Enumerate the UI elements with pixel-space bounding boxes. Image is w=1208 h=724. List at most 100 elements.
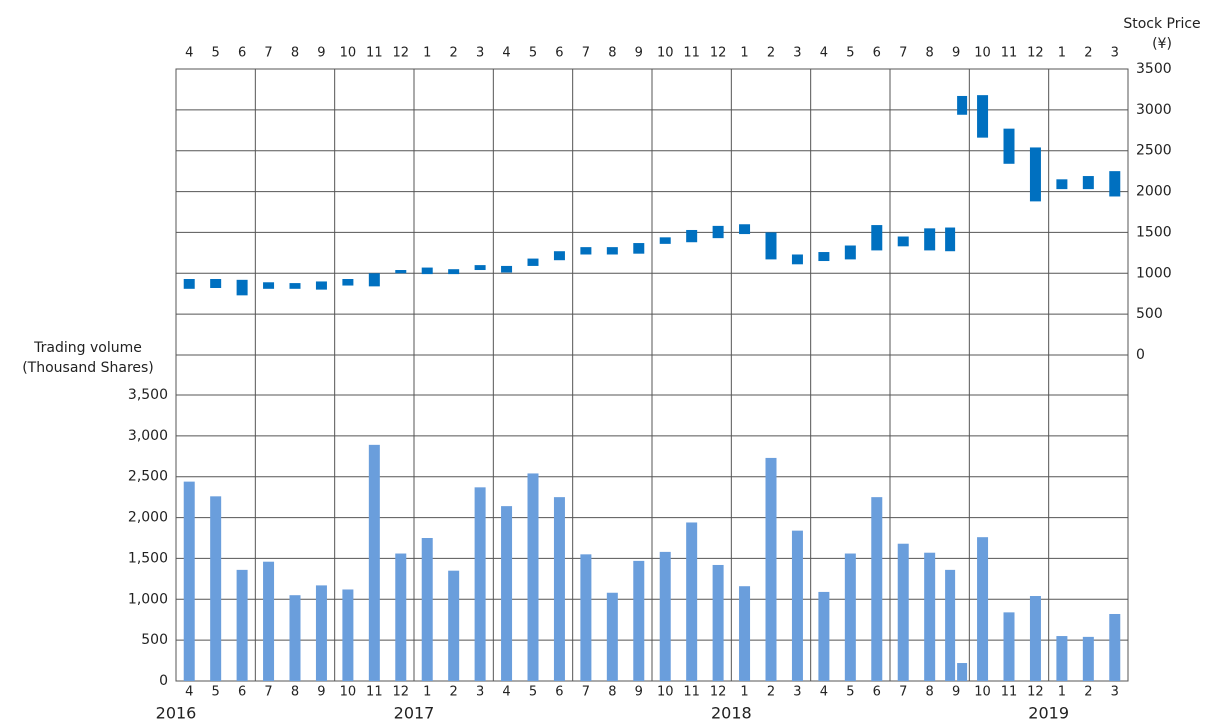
- volume-bar: [1003, 612, 1015, 681]
- price-range: [957, 95, 968, 115]
- price-range: [210, 279, 222, 288]
- price-range: [183, 279, 195, 289]
- y2-tick-label: 0: [1136, 347, 1145, 363]
- volume-bar: [527, 473, 539, 681]
- volume-bar: [1109, 613, 1121, 681]
- month-label-bottom: 12: [710, 685, 727, 700]
- price-range: [606, 247, 618, 255]
- month-label-top: 12: [393, 46, 410, 61]
- price-range: [712, 225, 724, 239]
- volume-bar: [1056, 636, 1068, 681]
- month-label-bottom: 2: [767, 685, 775, 700]
- volume-bar: [421, 538, 433, 681]
- month-label-top: 5: [212, 46, 220, 61]
- price-range: [871, 225, 883, 251]
- y2-tick-label: 1000: [1136, 265, 1172, 281]
- volume-bar: [659, 551, 671, 681]
- month-label-bottom: 4: [185, 685, 193, 700]
- volume-bar: [183, 481, 195, 681]
- price-range: [421, 267, 433, 275]
- price-range: [1109, 171, 1121, 197]
- month-label-top: 10: [974, 46, 991, 61]
- volume-bar: [1029, 596, 1041, 681]
- year-label: 2019: [1028, 704, 1069, 723]
- month-label-bottom: 3: [476, 685, 484, 700]
- month-label-bottom: 10: [974, 685, 991, 700]
- month-label-bottom: 5: [529, 685, 537, 700]
- y2-tick-label: 500: [1136, 306, 1163, 322]
- price-range: [342, 279, 354, 286]
- month-label-bottom: 2: [450, 685, 458, 700]
- month-label-bottom: 10: [657, 685, 674, 700]
- volume-bar: [395, 553, 407, 681]
- month-label-bottom: 11: [683, 685, 700, 700]
- price-range: [553, 251, 565, 261]
- month-label-top: 4: [820, 46, 828, 61]
- month-label-top: 10: [657, 46, 674, 61]
- volume-bar: [448, 570, 460, 681]
- month-label-bottom: 1: [740, 685, 748, 700]
- volume-bar: [924, 552, 936, 681]
- price-range: [765, 232, 777, 260]
- month-label-top: 5: [846, 46, 854, 61]
- y-tick-label: 1,500: [128, 550, 168, 566]
- month-label-top: 10: [340, 46, 357, 61]
- month-label-top: 7: [264, 46, 272, 61]
- price-range: [844, 245, 856, 260]
- volume-bar: [739, 586, 751, 681]
- month-label-top: 6: [873, 46, 881, 61]
- price-range: [1029, 147, 1041, 202]
- volume-bar: [977, 537, 989, 681]
- y2-tick-label: 2000: [1136, 184, 1172, 200]
- volume-bar: [263, 561, 275, 681]
- price-range: [501, 265, 513, 273]
- month-label-top: 11: [683, 46, 700, 61]
- price-range: [1003, 128, 1015, 164]
- month-label-bottom: 3: [793, 685, 801, 700]
- price-range: [580, 247, 592, 255]
- volume-bar: [501, 506, 513, 681]
- volume-bar: [315, 585, 327, 681]
- month-label-bottom: 4: [820, 685, 828, 700]
- y-tick-label: 2,000: [128, 510, 168, 526]
- month-label-bottom: 2: [1084, 685, 1092, 700]
- month-label-bottom: 7: [264, 685, 272, 700]
- month-label-top: 9: [317, 46, 325, 61]
- price-range: [945, 227, 956, 252]
- volume-bar: [897, 543, 909, 681]
- month-label-bottom: 8: [608, 685, 616, 700]
- month-label-bottom: 5: [846, 685, 854, 700]
- month-label-top: 8: [291, 46, 299, 61]
- month-label-bottom: 6: [873, 685, 881, 700]
- month-label-top: 8: [608, 46, 616, 61]
- month-label-top: 6: [238, 46, 246, 61]
- month-label-bottom: 7: [899, 685, 907, 700]
- month-label-top: 3: [793, 46, 801, 61]
- volume-bar: [957, 663, 968, 681]
- price-range: [633, 243, 645, 254]
- price-range: [897, 236, 909, 247]
- y-tick-label: 3,000: [128, 428, 168, 444]
- price-range: [1056, 179, 1068, 190]
- month-label-top: 11: [1001, 46, 1018, 61]
- year-label: 2016: [156, 704, 197, 723]
- y-tick-label: 2,500: [128, 469, 168, 485]
- month-label-top: 9: [635, 46, 643, 61]
- price-range: [289, 283, 301, 289]
- price-range: [659, 237, 671, 244]
- y2-tick-label: 3000: [1136, 102, 1172, 118]
- month-label-bottom: 6: [238, 685, 246, 700]
- price-range: [977, 95, 989, 138]
- volume-bar: [686, 522, 698, 681]
- month-label-top: 2: [450, 46, 458, 61]
- price-range: [686, 229, 698, 243]
- month-label-top: 1: [1058, 46, 1066, 61]
- volume-bar: [945, 569, 956, 681]
- volume-bar: [633, 560, 645, 681]
- price-range: [474, 265, 486, 271]
- price-range: [395, 270, 407, 274]
- month-label-top: 3: [476, 46, 484, 61]
- y2-tick-label: 3500: [1136, 61, 1172, 77]
- month-label-top: 8: [926, 46, 934, 61]
- price-range: [791, 254, 803, 265]
